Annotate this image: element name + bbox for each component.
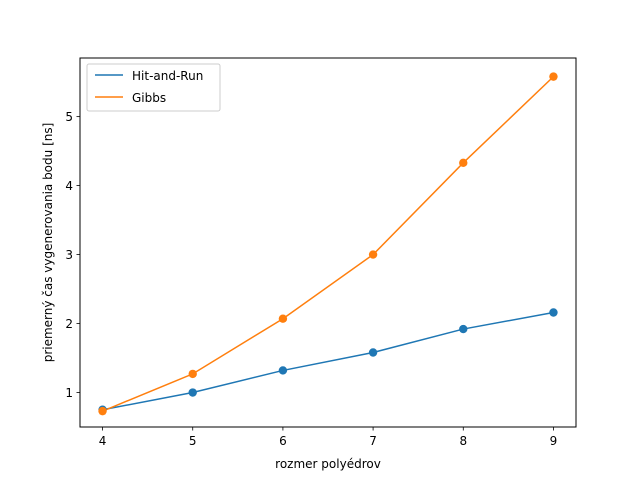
x-axis-ticks: 4 5 6 7 8 9 (99, 427, 558, 448)
x-tick-label: 8 (459, 434, 467, 448)
y-axis-label: priemerný čas vygenerovania bodu [ns] (41, 123, 55, 363)
data-point-hit-and-run (368, 348, 378, 357)
series-line-gibbs (102, 76, 554, 412)
data-point-gibbs (278, 314, 288, 323)
data-point-hit-and-run (549, 308, 558, 317)
data-point-gibbs (98, 406, 107, 416)
data-point-gibbs (368, 250, 378, 259)
data-point-hit-and-run (459, 324, 468, 334)
x-tick-label: 6 (279, 434, 287, 448)
x-tick-label: 4 (99, 434, 107, 448)
plot-markers (98, 72, 558, 416)
y-tick-label: 2 (65, 317, 73, 331)
data-point-gibbs (188, 369, 197, 379)
data-point-gibbs (549, 72, 558, 81)
y-tick-label: 3 (65, 248, 73, 262)
legend-label-hit-and-run: Hit-and-Run (132, 69, 203, 83)
y-tick-label: 5 (65, 110, 73, 124)
plot-lines (102, 76, 554, 412)
x-tick-label: 5 (189, 434, 197, 448)
data-point-hit-and-run (278, 366, 288, 375)
x-tick-label: 7 (369, 434, 377, 448)
x-axis-label: rozmer polyédrov (275, 457, 381, 471)
y-tick-label: 1 (65, 386, 73, 400)
series-line-hit-and-run (102, 311, 554, 411)
legend: Hit-and-Run Gibbs (86, 63, 221, 112)
y-axis-ticks: 1 2 3 4 5 (65, 110, 80, 400)
x-tick-label: 9 (550, 434, 558, 448)
y-tick-label: 4 (65, 179, 73, 193)
legend-label-gibbs: Gibbs (132, 91, 166, 105)
data-point-hit-and-run (188, 388, 197, 397)
plot-area-frame (79, 57, 577, 428)
data-point-gibbs (459, 158, 468, 168)
